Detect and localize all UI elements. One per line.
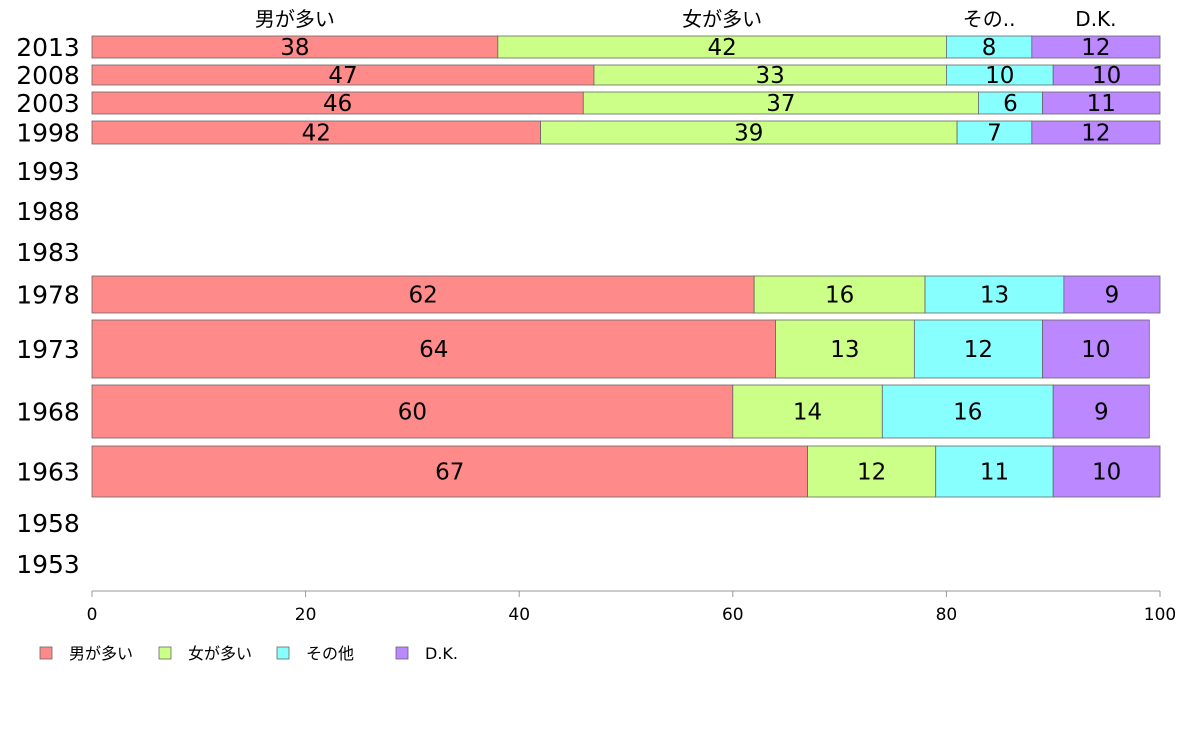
data-label-2013-series-1: 42 bbox=[707, 35, 736, 61]
data-label-2008-series-1: 33 bbox=[756, 63, 785, 89]
data-label-1963-series-0: 67 bbox=[435, 460, 464, 486]
legend-label-2: その他 bbox=[306, 644, 354, 663]
bar-1978-series-3 bbox=[1063, 275, 1161, 314]
bar-1978-series-0 bbox=[91, 275, 755, 314]
data-label-1978-series-1: 16 bbox=[825, 283, 854, 309]
series-header-2: その.. bbox=[963, 7, 1016, 31]
year-label-1988: 1988 bbox=[16, 197, 80, 226]
bar-1973-series-3 bbox=[1042, 319, 1150, 379]
data-label-2008-series-0: 47 bbox=[328, 63, 357, 89]
legend-swatch-3 bbox=[395, 646, 409, 660]
bar-1973-series-2 bbox=[913, 319, 1043, 379]
data-label-1973-series-0: 64 bbox=[419, 337, 448, 363]
data-label-2003-series-2: 6 bbox=[1003, 91, 1018, 117]
x-tick-label-0: 0 bbox=[87, 605, 98, 625]
legend-label-1: 女が多い bbox=[188, 644, 252, 663]
data-label-1968-series-2: 16 bbox=[953, 400, 982, 426]
x-tick-label-100: 100 bbox=[1144, 605, 1176, 625]
year-label-1983: 1983 bbox=[16, 238, 80, 267]
year-label-2013: 2013 bbox=[16, 33, 80, 62]
data-label-2013-series-0: 38 bbox=[280, 35, 309, 61]
bar-1968-series-3 bbox=[1052, 384, 1150, 439]
data-label-1968-series-3: 9 bbox=[1094, 400, 1109, 426]
data-label-1963-series-3: 10 bbox=[1092, 460, 1121, 486]
x-tick-label-40: 40 bbox=[508, 605, 530, 625]
year-label-1978: 1978 bbox=[16, 281, 80, 310]
data-label-1998-series-3: 12 bbox=[1081, 121, 1110, 147]
data-label-1968-series-0: 60 bbox=[398, 400, 427, 426]
data-label-2003-series-0: 46 bbox=[323, 91, 352, 117]
data-label-1978-series-3: 9 bbox=[1105, 283, 1120, 309]
year-label-1998: 1998 bbox=[16, 119, 80, 148]
series-header-0: 男が多い bbox=[255, 7, 335, 31]
data-label-2003-series-3: 11 bbox=[1087, 91, 1116, 117]
legend-label-3: D.K. bbox=[425, 644, 458, 663]
year-label-1993: 1993 bbox=[16, 157, 80, 186]
data-label-1998-series-0: 42 bbox=[302, 121, 331, 147]
data-label-1963-series-1: 12 bbox=[857, 460, 886, 486]
data-label-2008-series-3: 10 bbox=[1092, 63, 1121, 89]
data-label-1973-series-1: 13 bbox=[830, 337, 859, 363]
year-label-2003: 2003 bbox=[16, 89, 80, 118]
data-label-1973-series-3: 10 bbox=[1081, 337, 1110, 363]
bar-1998-series-3 bbox=[1031, 120, 1161, 145]
year-label-1963: 1963 bbox=[16, 458, 80, 487]
year-label-1958: 1958 bbox=[16, 509, 80, 538]
bar-1968-series-0 bbox=[91, 384, 734, 439]
data-label-2013-series-2: 8 bbox=[982, 35, 997, 61]
data-label-1998-series-2: 7 bbox=[987, 121, 1002, 147]
bar-1978-series-1 bbox=[753, 275, 926, 314]
data-label-1998-series-1: 39 bbox=[734, 121, 763, 147]
bar-1968-series-1 bbox=[732, 384, 883, 439]
legend-swatch-0 bbox=[39, 646, 53, 660]
year-label-1968: 1968 bbox=[16, 398, 80, 427]
legend-swatch-2 bbox=[276, 646, 290, 660]
year-label-1953: 1953 bbox=[16, 550, 80, 579]
series-header-1: 女が多い bbox=[682, 7, 762, 31]
bar-1963-series-0 bbox=[91, 445, 808, 498]
data-label-2013-series-3: 12 bbox=[1081, 35, 1110, 61]
data-label-1973-series-2: 12 bbox=[964, 337, 993, 363]
data-label-1968-series-1: 14 bbox=[793, 400, 822, 426]
bar-2008-series-3 bbox=[1052, 64, 1161, 86]
legend-swatch-1 bbox=[158, 646, 172, 660]
x-tick-label-80: 80 bbox=[936, 605, 958, 625]
series-header-3: D.K. bbox=[1075, 7, 1116, 31]
legend-label-0: 男が多い bbox=[69, 644, 133, 663]
bar-2003-series-3 bbox=[1042, 91, 1161, 115]
year-label-1973: 1973 bbox=[16, 335, 80, 364]
x-tick-label-60: 60 bbox=[722, 605, 744, 625]
data-label-2008-series-2: 10 bbox=[985, 63, 1014, 89]
bar-2013-series-3 bbox=[1031, 35, 1161, 59]
bar-1973-series-0 bbox=[91, 319, 776, 379]
bar-1963-series-2 bbox=[935, 445, 1054, 498]
bar-1973-series-1 bbox=[775, 319, 915, 379]
data-label-2003-series-1: 37 bbox=[766, 91, 795, 117]
data-label-1978-series-0: 62 bbox=[408, 283, 437, 309]
bar-1963-series-1 bbox=[807, 445, 937, 498]
data-label-1978-series-2: 13 bbox=[980, 283, 1009, 309]
bar-1963-series-3 bbox=[1052, 445, 1161, 498]
year-label-2008: 2008 bbox=[16, 61, 80, 90]
x-tick-label-20: 20 bbox=[295, 605, 317, 625]
data-label-1963-series-2: 11 bbox=[980, 460, 1009, 486]
